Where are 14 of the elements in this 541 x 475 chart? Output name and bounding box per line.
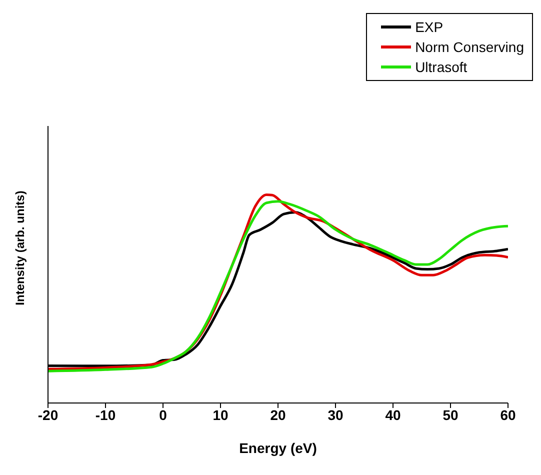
y-axis-title: Intensity (arb. units) (13, 190, 27, 306)
x-tick-label: -10 (95, 406, 116, 423)
x-tick-label: 50 (442, 406, 458, 423)
legend-label: Norm Conserving (415, 39, 524, 55)
x-axis-title: Energy (eV) (239, 440, 317, 456)
x-tick-label: 0 (159, 406, 168, 423)
legend-label: Ultrasoft (415, 59, 468, 75)
x-tick-label: 40 (385, 406, 401, 423)
x-tick-label: 20 (270, 406, 286, 423)
x-tick-label: 60 (500, 406, 516, 423)
x-tick-label: 30 (328, 406, 344, 423)
x-tick-label: 10 (212, 406, 228, 423)
x-tick-label: -20 (38, 406, 58, 423)
legend-label: EXP (415, 19, 444, 35)
